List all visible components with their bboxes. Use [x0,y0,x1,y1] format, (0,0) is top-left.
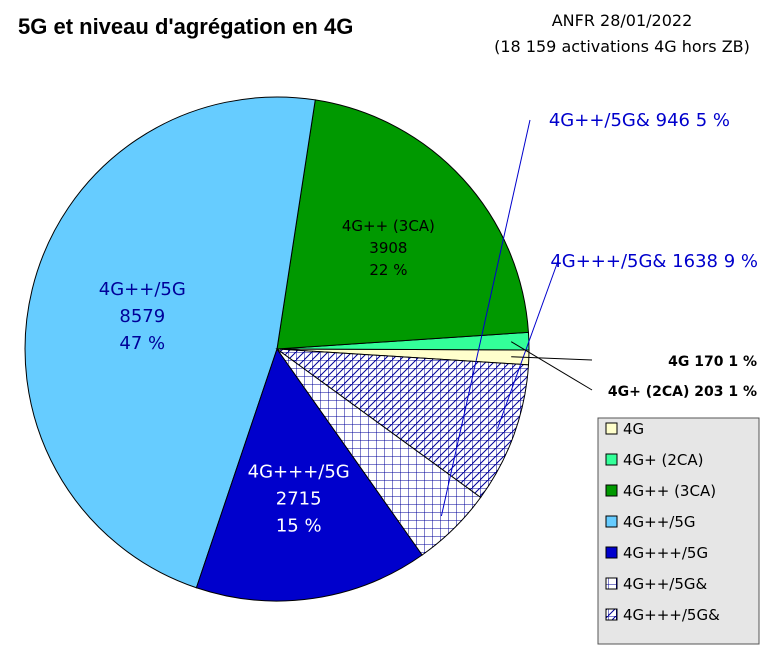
pie-slices [24,96,530,602]
slice-label-3-line-0: 4G++/5G [99,279,186,300]
pie-slice-labels: 4G++ (3CA) 3908 22 % 4G++/5G 8579 47 % 4G+++/5… [99,110,758,537]
legend-swatch-0 [605,422,618,435]
legend-box [597,417,760,645]
slice-external-label-0: 4G 170 1 % [668,354,757,370]
leader-line-1 [510,341,593,391]
legend: 4G 4G+ (2CA) 4G++ (3CA) 4G++/5G 4G+++/5G 4G++… [597,417,760,645]
legend-label-2: 4G++ (3CA) [623,482,716,500]
slice-external-label-1: 4G+ (2CA) 203 1 % [608,384,757,400]
slice-label-2-line-0: 4G++ (3CA) [342,217,435,235]
legend-label-1: 4G+ (2CA) [623,451,704,469]
leader-line-0 [511,356,593,361]
slice-label-4-line-0: 4G+++/5G [248,462,350,483]
legend-swatch-2 [605,484,618,497]
slice-label-4-line-2: 15 % [276,516,322,537]
legend-label-6: 4G+++/5G& [623,606,720,624]
slice-label-2-line-2: 22 % [369,261,407,279]
legend-label-0: 4G [623,420,644,438]
legend-swatch-4 [605,546,618,559]
chart-subtitle-line-1: ANFR 28/01/2022 [552,11,693,30]
slice-label-3-line-1: 8579 [119,306,165,327]
slice-external-label-5: 4G++/5G& 946 5 % [549,110,730,131]
legend-swatch-1 [605,453,618,466]
chart-subtitle-line-2: (18 159 activations 4G hors ZB) [494,37,750,56]
leader-line-5 [440,119,531,517]
chart-title: 5G et niveau d'agrégation en 4G [18,14,353,39]
pie-slice-4g-5g [195,347,423,602]
legend-label-5: 4G++/5G& [623,575,708,593]
slice-label-3-line-2: 47 % [119,333,165,354]
slice-label-2-line-1: 3908 [369,239,407,257]
legend-swatch-3 [605,515,618,528]
pie-slice-4g-5g- [275,348,530,499]
pie-slice-4g-5g [24,96,316,589]
legend-items: 4G 4G+ (2CA) 4G++ (3CA) 4G++/5G 4G+++/5G 4G++… [605,420,720,624]
pie-slice-4g-3ca- [276,99,529,350]
slice-external-label-6: 4G+++/5G& 1638 9 % [550,251,758,272]
legend-swatch-5 [605,577,618,590]
slice-label-4-line-1: 2715 [276,489,322,510]
legend-label-4: 4G+++/5G [623,544,708,562]
leader-line-6 [497,260,559,429]
legend-swatch-6 [605,608,618,621]
legend-label-3: 4G++/5G [623,513,696,531]
